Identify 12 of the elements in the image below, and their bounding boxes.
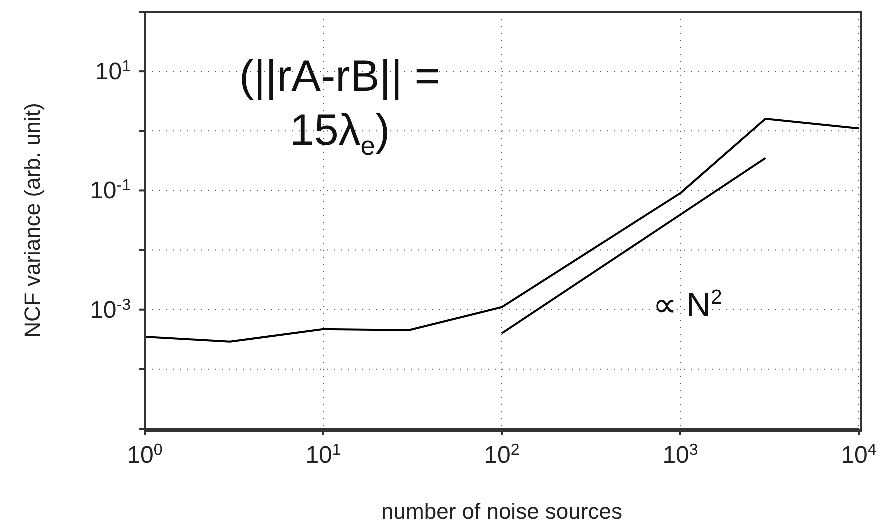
annotation: (||rA-rB|| = 15λ$_{e}$) <box>240 52 440 161</box>
x-tick-label: 10$^{0}$ <box>127 442 163 469</box>
annotation: ∝ N$^{2}$ <box>652 286 722 324</box>
y-tick-label: 10$^{-1}$ <box>90 177 132 205</box>
x-tick-label: 10$^{4}$ <box>841 442 877 469</box>
x-tick-label: 10$^{1}$ <box>306 442 342 469</box>
y-tick-label: 10$^{-3}$ <box>90 296 132 324</box>
x-axis-title: number of noise sources <box>382 499 622 524</box>
x-tick-label: 10$^{3}$ <box>662 442 698 469</box>
y-tick-label: 10$^{1}$ <box>95 58 132 86</box>
x-tick-label: 10$^{2}$ <box>484 442 520 469</box>
y-axis-title: NCF variance (arb. unit) <box>20 103 45 338</box>
